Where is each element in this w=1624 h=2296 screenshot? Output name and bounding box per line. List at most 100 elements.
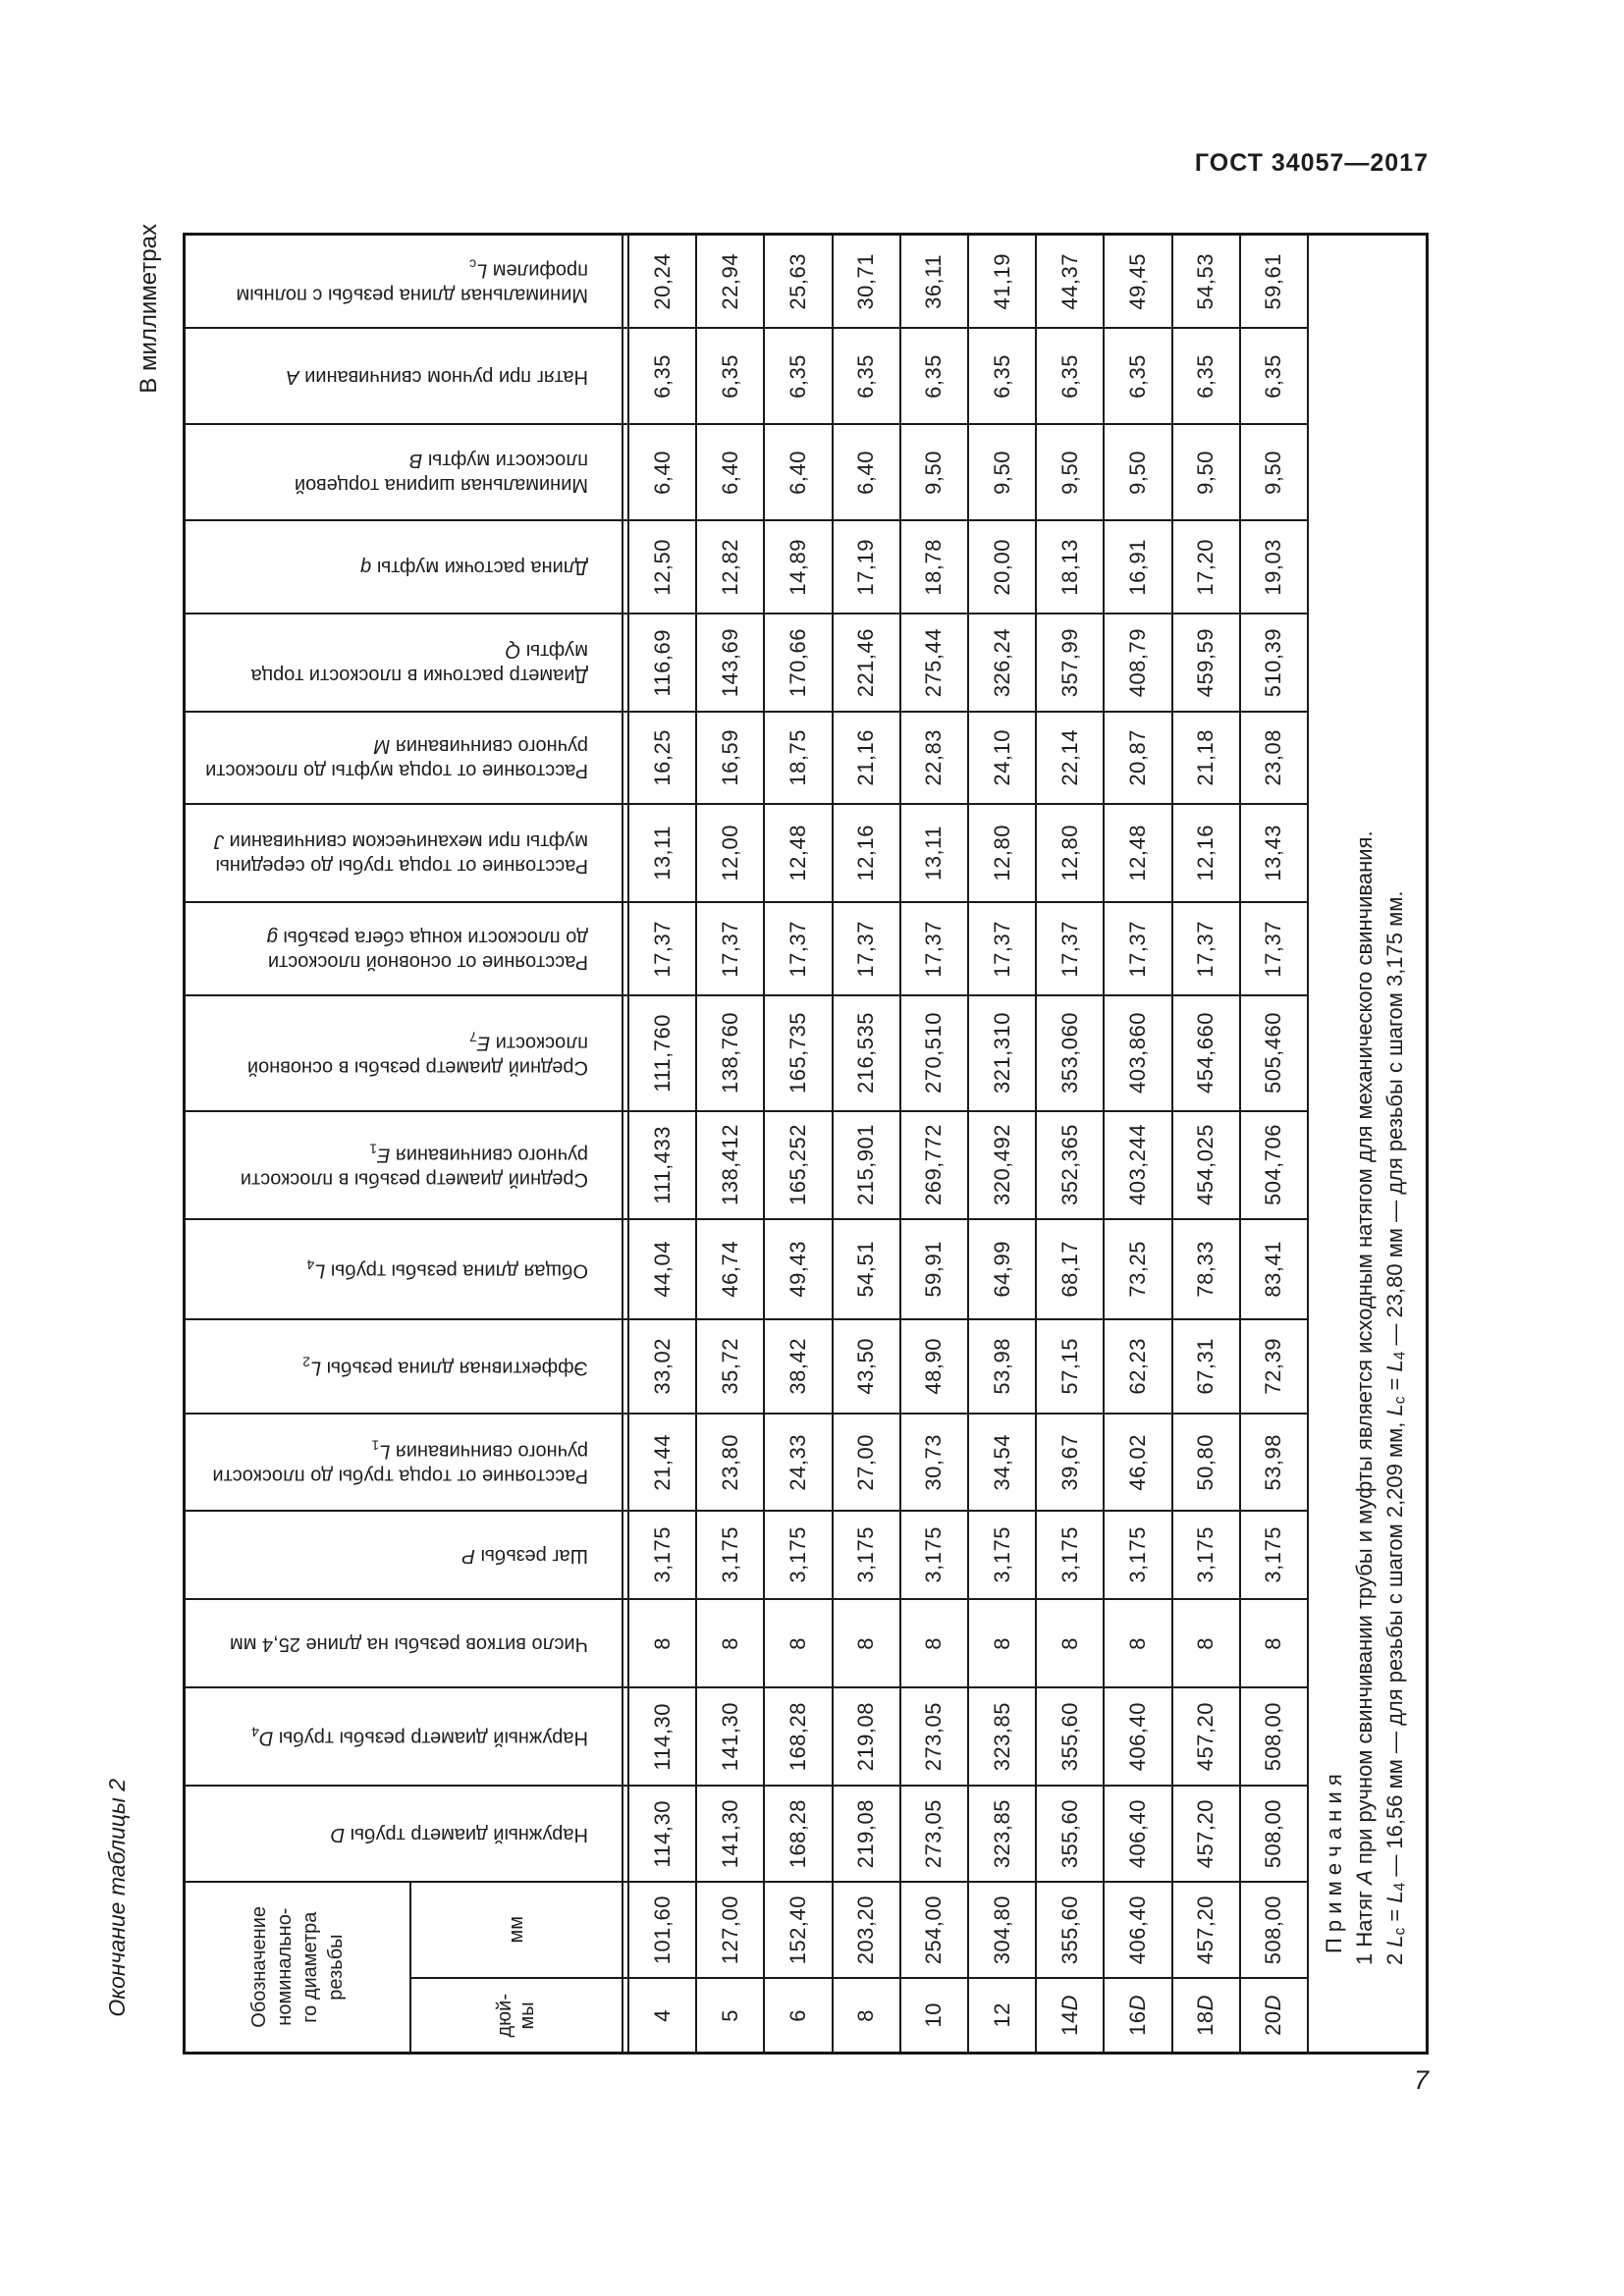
header-divider-cell — [622, 329, 629, 425]
value-cell: 406,40 — [1105, 1688, 1173, 1787]
value-cell: 6,40 — [697, 425, 766, 521]
value-cell: 143,69 — [697, 614, 766, 713]
value-cell: 8 — [900, 1600, 969, 1688]
doc-code: ГОСТ 34057—2017 — [1194, 149, 1429, 177]
value-cell: 18,78 — [900, 521, 969, 614]
value-cell: 138,760 — [697, 996, 766, 1112]
value-cell: 3,175 — [697, 1512, 766, 1600]
value-cell: 17,37 — [629, 903, 698, 996]
table-continuation-text: Окончание таблицы 2 — [104, 1779, 130, 2017]
value-cell: 219,08 — [833, 1688, 901, 1787]
value-cell: 36,11 — [900, 236, 969, 329]
value-cell: 116,69 — [629, 614, 698, 713]
value-cell: 504,706 — [1240, 1112, 1309, 1220]
value-cell: 321,310 — [968, 996, 1038, 1112]
value-cell: 59,91 — [900, 1220, 969, 1320]
value-cell: 18,13 — [1037, 521, 1106, 614]
value-cell: 270,510 — [900, 996, 969, 1112]
value-cell: 165,735 — [765, 996, 834, 1112]
header-divider-cell — [622, 805, 629, 903]
value-cell: 454,025 — [1172, 1112, 1241, 1220]
value-cell: 16,91 — [1105, 521, 1173, 614]
value-cell: 323,85 — [968, 1787, 1038, 1883]
value-cell: 141,30 — [697, 1787, 766, 1883]
value-cell: 17,37 — [697, 903, 766, 996]
value-cell: 12,50 — [629, 521, 698, 614]
value-cell: 23,08 — [1240, 713, 1309, 805]
size-inch-cell: 16D — [1105, 1979, 1173, 2052]
size-mm-cell: 127,00 — [697, 1883, 766, 1979]
size-inch-cell: 4 — [629, 1979, 698, 2052]
value-cell: 34,54 — [968, 1415, 1038, 1512]
size-mm-cell: 152,40 — [765, 1883, 834, 1979]
param-header-cell: Средний диаметр резьбы в плоскости ручно… — [186, 1112, 622, 1220]
value-cell: 8 — [1037, 1600, 1106, 1688]
value-cell: 459,59 — [1172, 614, 1241, 713]
value-cell: 30,71 — [833, 236, 901, 329]
header-divider-cell — [622, 1220, 629, 1320]
value-cell: 353,060 — [1037, 996, 1106, 1112]
param-header-cell: Число витков резьбы на длине 25,4 мм — [186, 1600, 622, 1688]
value-cell: 505,460 — [1240, 996, 1309, 1112]
value-cell: 457,20 — [1172, 1688, 1241, 1787]
value-cell: 3,175 — [833, 1512, 901, 1600]
header-divider-cell — [622, 1512, 629, 1600]
value-cell: 12,48 — [1105, 805, 1173, 903]
value-cell: 403,244 — [1105, 1112, 1173, 1220]
value-cell: 8 — [968, 1600, 1038, 1688]
header-divider-cell — [622, 1688, 629, 1787]
value-cell: 3,175 — [1172, 1512, 1241, 1600]
value-cell: 17,37 — [765, 903, 834, 996]
units-label-text: В миллиметрах — [135, 224, 162, 394]
size-mm-cell: 203,20 — [833, 1883, 901, 1979]
value-cell: 22,83 — [900, 713, 969, 805]
value-cell: 24,33 — [765, 1415, 834, 1512]
value-cell: 6,35 — [1240, 329, 1309, 425]
param-header-cell: Шаг резьбы P — [186, 1512, 622, 1600]
table-continuation-label: Окончание таблицы 2 — [104, 1779, 131, 2052]
header-divider-cell — [622, 614, 629, 713]
value-cell: 38,42 — [765, 1320, 834, 1415]
value-cell: 457,20 — [1172, 1787, 1241, 1883]
size-mm-cell: 101,60 — [629, 1883, 698, 1979]
value-cell: 6,35 — [697, 329, 766, 425]
value-cell: 21,44 — [629, 1415, 698, 1512]
header-divider-cell — [622, 903, 629, 996]
page-number: 7 — [1413, 2065, 1429, 2095]
value-cell: 12,82 — [697, 521, 766, 614]
value-cell: 454,660 — [1172, 996, 1241, 1112]
value-cell: 17,37 — [1037, 903, 1106, 996]
value-cell: 6,35 — [629, 329, 698, 425]
value-cell: 6,35 — [833, 329, 901, 425]
value-cell: 111,433 — [629, 1112, 698, 1220]
value-cell: 403,860 — [1105, 996, 1173, 1112]
value-cell: 355,60 — [1037, 1688, 1106, 1787]
size-mm-cell: 355,60 — [1037, 1883, 1106, 1979]
value-cell: 17,37 — [968, 903, 1038, 996]
value-cell: 510,39 — [1240, 614, 1309, 713]
value-cell: 73,25 — [1105, 1220, 1173, 1320]
value-cell: 9,50 — [1037, 425, 1106, 521]
value-cell: 27,00 — [833, 1415, 901, 1512]
value-cell: 22,14 — [1037, 713, 1106, 805]
value-cell: 275,44 — [900, 614, 969, 713]
value-cell: 3,175 — [1105, 1512, 1173, 1600]
value-cell: 54,53 — [1172, 236, 1241, 329]
value-cell: 23,80 — [697, 1415, 766, 1512]
size-mm-cell: 508,00 — [1240, 1883, 1309, 1979]
value-cell: 19,03 — [1240, 521, 1309, 614]
value-cell: 221,46 — [833, 614, 901, 713]
value-cell: 6,35 — [1172, 329, 1241, 425]
header-divider-cell — [622, 713, 629, 805]
value-cell: 355,60 — [1037, 1787, 1106, 1883]
value-cell: 20,24 — [629, 236, 698, 329]
value-cell: 6,40 — [765, 425, 834, 521]
size-inch-cell: 5 — [697, 1979, 766, 2052]
param-header-cell: Расстояние от основной плоскости до плос… — [186, 903, 622, 996]
value-cell: 9,50 — [900, 425, 969, 521]
header-divider-cell — [622, 1979, 629, 2052]
value-cell: 216,535 — [833, 996, 901, 1112]
value-cell: 165,252 — [765, 1112, 834, 1220]
value-cell: 68,17 — [1037, 1220, 1106, 1320]
note-item: 2 Lс = L4 — 16,56 мм — для резьбы с шаго… — [1381, 890, 1409, 1966]
